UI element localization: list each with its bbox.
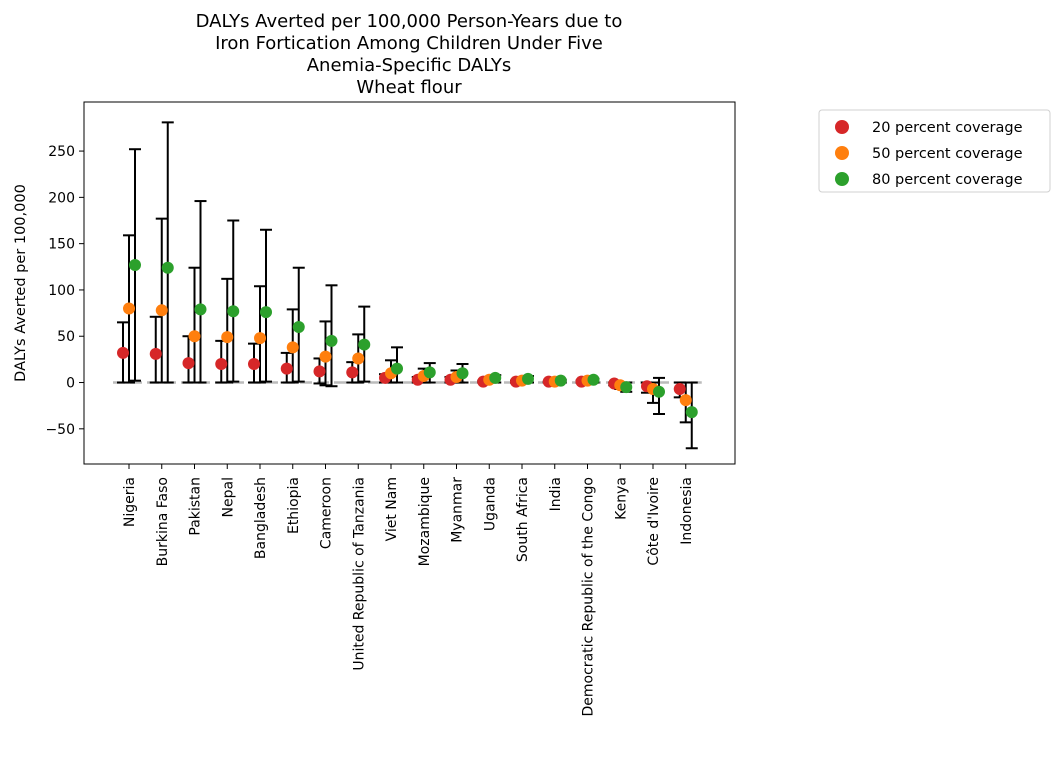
- chart-title: DALYs Averted per 100,000 Person-Years d…: [196, 11, 623, 98]
- title-line-3: Anemia-Specific DALYs: [307, 55, 512, 76]
- y-axis-label: DALYs Averted per 100,000: [13, 184, 29, 382]
- x-tick-label: Nepal: [220, 477, 236, 517]
- data-point: [194, 303, 207, 316]
- data-point: [489, 371, 502, 384]
- data-point: [260, 306, 272, 319]
- x-tick-label: Bangladesh: [253, 477, 269, 559]
- data-point: [352, 352, 365, 365]
- y-tick-label: 50: [57, 329, 75, 345]
- y-tick-label: 100: [48, 283, 75, 299]
- legend-marker: [835, 172, 849, 186]
- data-point: [117, 346, 129, 359]
- x-tick-label: Uganda: [482, 477, 498, 531]
- data-point: [325, 334, 338, 347]
- title-line-4: Wheat flour: [356, 77, 462, 98]
- data-point: [673, 383, 686, 396]
- data-point: [423, 366, 436, 379]
- x-tick-label: India: [548, 477, 564, 511]
- x-tick-label: Democratic Republic of the Congo: [581, 477, 597, 716]
- data-point: [346, 366, 359, 379]
- data-point: [155, 304, 168, 317]
- legend-marker: [835, 120, 849, 134]
- legend-marker: [835, 146, 849, 160]
- data-point: [254, 332, 266, 345]
- data-point: [215, 358, 228, 371]
- x-tick-label: Pakistan: [188, 477, 204, 536]
- data-point: [149, 347, 162, 360]
- data-point: [129, 258, 141, 271]
- x-tick-label: Côte d'Ivoire: [646, 477, 662, 566]
- y-tick-label: 250: [48, 144, 75, 160]
- data-point: [292, 320, 305, 333]
- legend-label: 80 percent coverage: [872, 172, 1023, 188]
- data-point: [280, 362, 293, 375]
- data-point: [221, 331, 234, 344]
- data-point: [182, 357, 195, 370]
- legend-label: 20 percent coverage: [872, 120, 1023, 136]
- x-tick-label: Cameroon: [319, 477, 335, 549]
- title-line-1: DALYs Averted per 100,000 Person-Years d…: [196, 11, 623, 32]
- plot-frame: [83, 101, 736, 465]
- data-point: [653, 385, 665, 398]
- data-point: [123, 302, 135, 315]
- data-point: [358, 338, 371, 351]
- data-point: [248, 358, 260, 371]
- data-point: [554, 374, 567, 387]
- x-tick-label: Burkina Faso: [155, 477, 171, 566]
- y-tick-label: 0: [66, 376, 75, 392]
- data-point: [188, 330, 201, 343]
- x-tick-label: South Africa: [515, 477, 531, 562]
- y-tick-label: 200: [48, 190, 75, 206]
- legend: 20 percent coverage 50 percent coverage 80…: [818, 109, 1051, 193]
- data-point: [522, 372, 534, 385]
- data-point: [587, 373, 600, 386]
- x-tick-label: Mozambique: [417, 477, 433, 566]
- x-tick-label: United Republic of Tanzania: [351, 477, 367, 671]
- y-tick-label: −50: [45, 422, 75, 438]
- x-tick-label: Kenya: [613, 477, 629, 520]
- data-point: [319, 350, 332, 363]
- data-point: [620, 381, 633, 394]
- data-point: [679, 394, 692, 407]
- title-line-2: Iron Fortication Among Children Under Fi…: [215, 33, 603, 54]
- data-point: [685, 406, 698, 419]
- data-point: [313, 365, 326, 378]
- x-tick-label: Indonesia: [679, 477, 695, 545]
- legend-frame: [818, 109, 1051, 193]
- data-point: [391, 362, 403, 375]
- x-tick-label: Nigeria: [122, 477, 138, 527]
- data-point: [286, 341, 299, 354]
- x-tick-label: Viet Nam: [384, 477, 400, 541]
- x-tick-label: Ethiopia: [286, 477, 302, 534]
- data-point: [456, 367, 469, 380]
- y-tick-label: 150: [48, 237, 75, 253]
- data-point: [227, 305, 240, 318]
- x-tick-label: Myanmar: [450, 477, 466, 543]
- legend-label: 50 percent coverage: [872, 146, 1023, 162]
- data-point: [161, 261, 174, 274]
- plot-area: −50 0 50 100 150 200 250 Nigeria Burkina Faso Pak…: [45, 101, 736, 716]
